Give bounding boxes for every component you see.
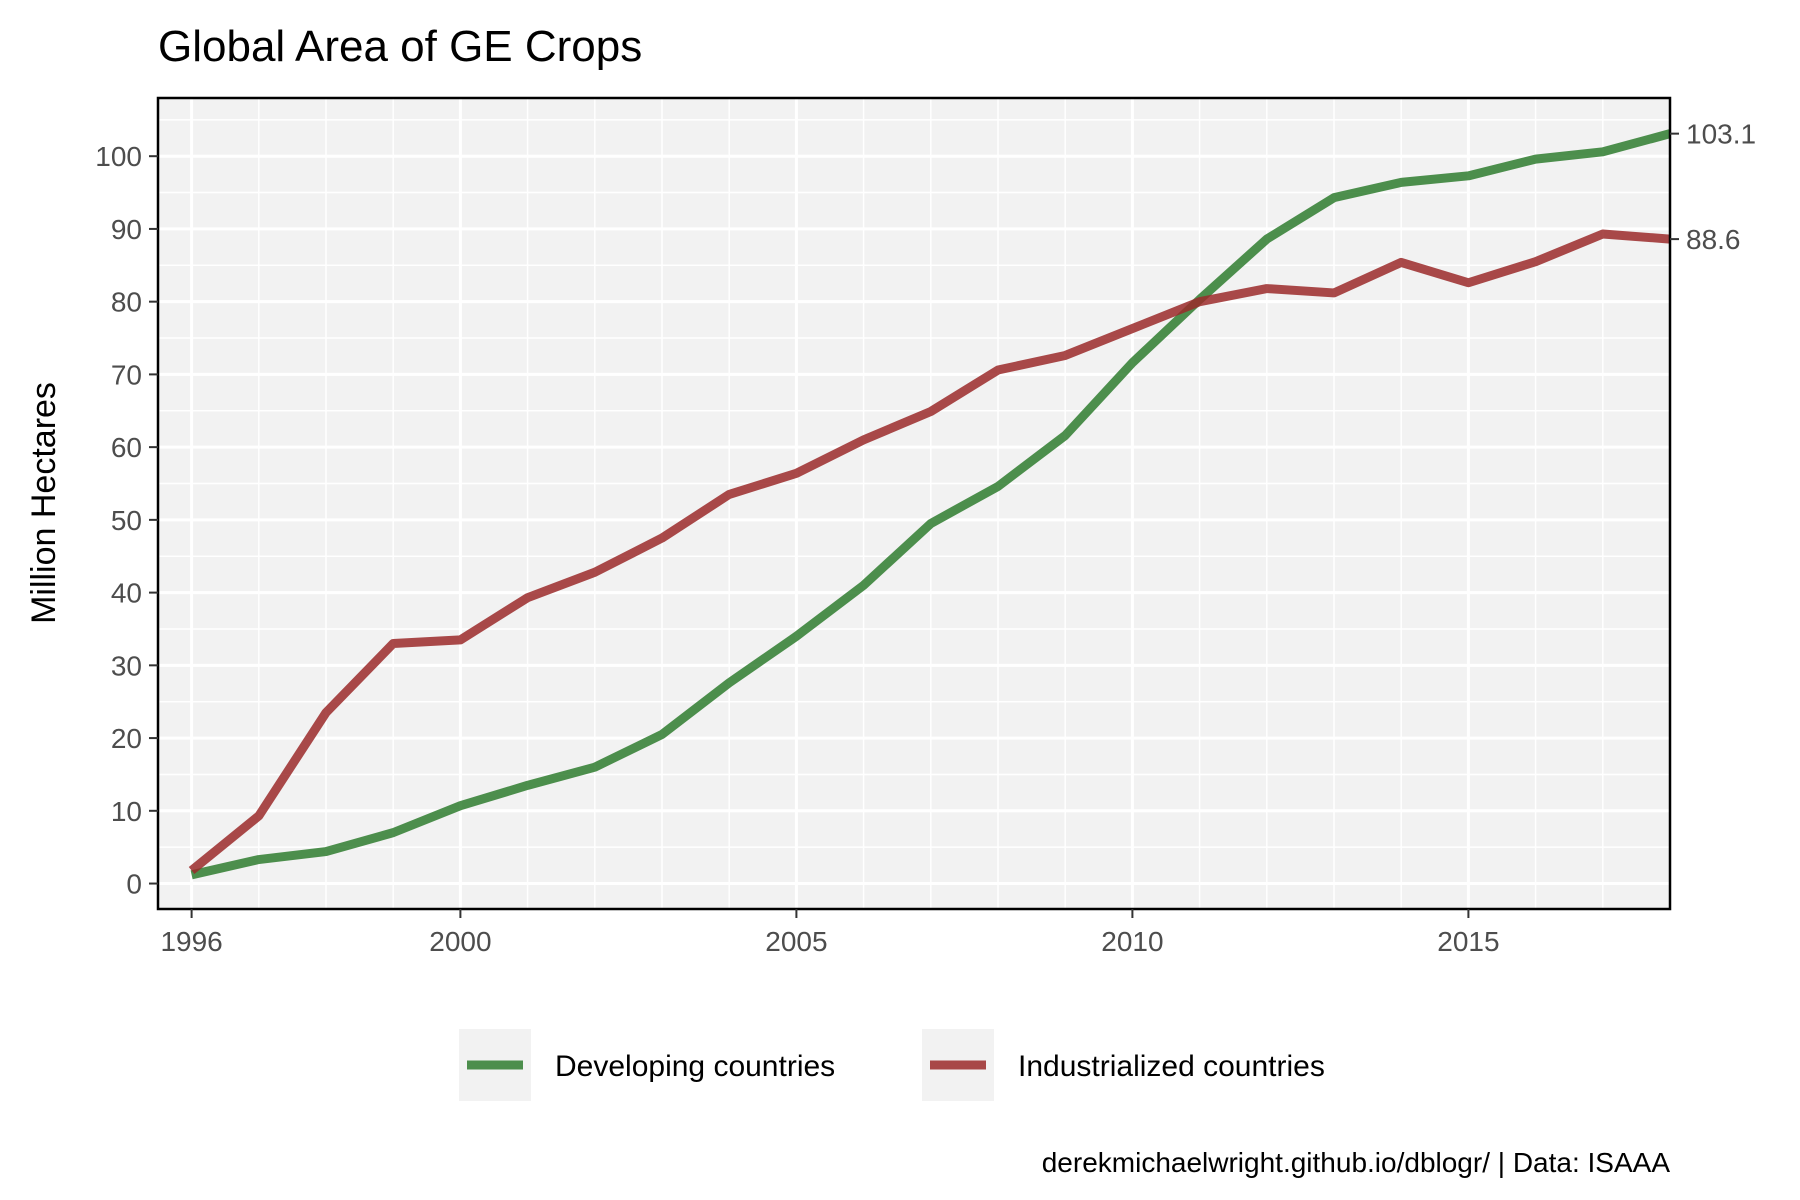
legend-label-industrialized: Industrialized countries [1018, 1050, 1325, 1083]
plot-panel [158, 98, 1670, 909]
y-tick-label: 80 [111, 287, 142, 318]
y-tick-label: 30 [111, 650, 142, 681]
x-axis: 1996 2000 2005 2010 2015 [160, 909, 1500, 957]
secondary-tick-label: 103.1 [1686, 119, 1756, 150]
legend: Developing countries Industrialized coun… [459, 1029, 1325, 1101]
secondary-tick-label: 88.6 [1686, 224, 1741, 255]
chart-title: Global Area of GE Crops [158, 22, 642, 71]
y-tick-label: 60 [111, 432, 142, 463]
legend-label-developing: Developing countries [555, 1050, 835, 1083]
y-tick-label: 20 [111, 723, 142, 754]
x-tick-label: 2000 [429, 926, 491, 957]
x-tick-label: 1996 [160, 926, 222, 957]
x-tick-label: 2015 [1437, 926, 1499, 957]
grid-major [158, 98, 1670, 909]
plot-border [156, 96, 1672, 911]
y-tick-label: 70 [111, 359, 142, 390]
y-tick-label: 50 [111, 505, 142, 536]
series-lines [188, 129, 1672, 880]
caption: derekmichaelwright.github.io/dblogr/ | D… [1042, 1147, 1671, 1178]
y-axis-title: Million Hectares [25, 382, 63, 624]
y-axis: 0 10 20 30 40 50 60 70 80 90 100 [95, 141, 158, 900]
grid-minor [158, 98, 1671, 909]
series-line-developing [190, 129, 1672, 880]
y-tick-label: 0 [126, 869, 142, 900]
y-tick-label: 100 [95, 141, 142, 172]
y-tick-label: 40 [111, 578, 142, 609]
y-tick-label: 10 [111, 796, 142, 827]
x-tick-label: 2010 [1101, 926, 1163, 957]
y-tick-label: 90 [111, 214, 142, 245]
x-tick-label: 2005 [765, 926, 827, 957]
secondary-axis: 103.1 88.6 [1670, 119, 1756, 255]
series-line-industrialized [188, 229, 1671, 874]
